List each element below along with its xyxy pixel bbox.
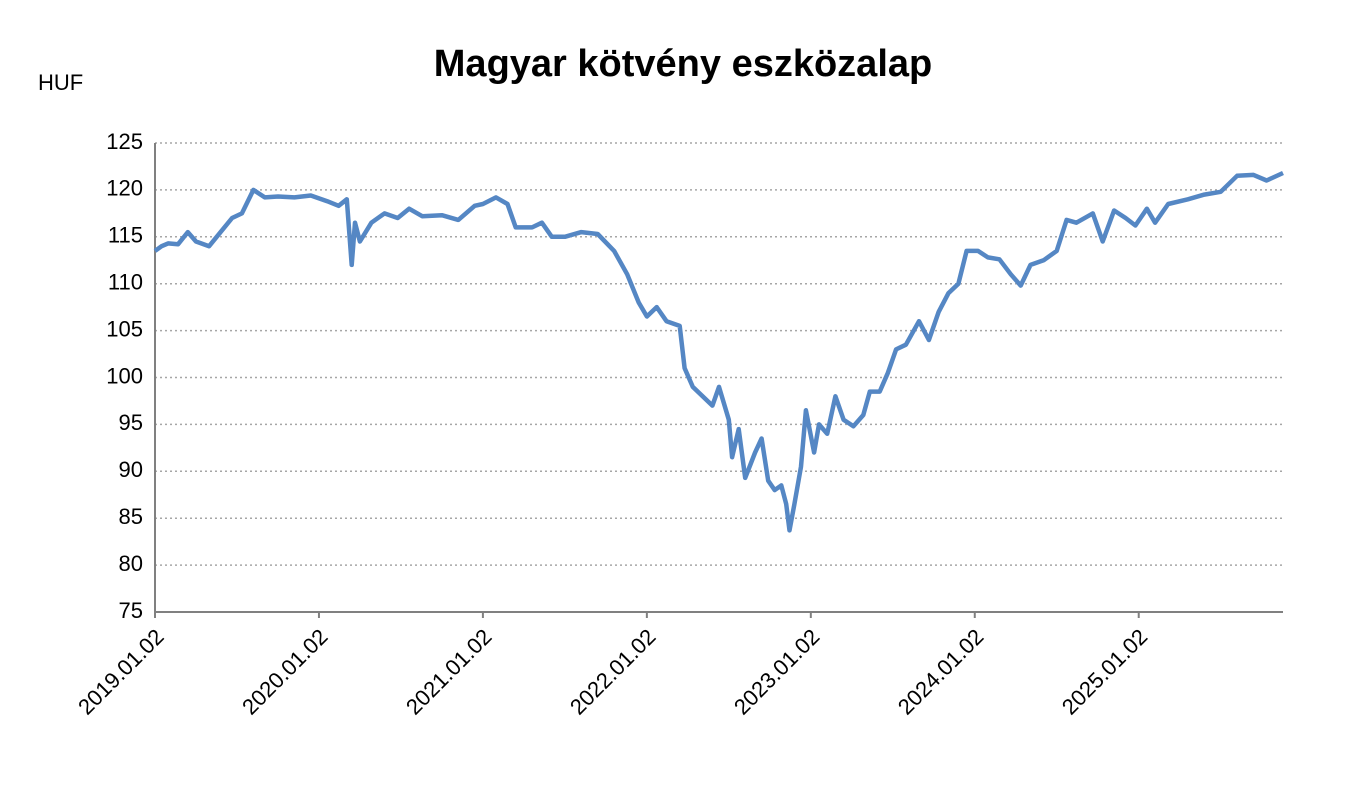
y-tick-label: 100 xyxy=(106,363,143,388)
y-axis-label: HUF xyxy=(38,70,83,95)
y-tick-label: 120 xyxy=(106,176,143,201)
x-tick-label: 2022.01.02 xyxy=(565,624,661,720)
x-tick-label: 2021.01.02 xyxy=(401,624,497,720)
y-tick-label: 125 xyxy=(106,129,143,154)
x-tick-label: 2020.01.02 xyxy=(237,624,333,720)
y-tick-label: 80 xyxy=(119,551,143,576)
x-tick-label: 2025.01.02 xyxy=(1057,624,1153,720)
y-tick-label: 95 xyxy=(119,410,143,435)
y-tick-label: 105 xyxy=(106,316,143,341)
y-tick-label: 85 xyxy=(119,504,143,529)
y-tick-label: 110 xyxy=(108,270,143,295)
y-tick-label: 75 xyxy=(119,598,143,623)
chart-title: Magyar kötvény eszközalap xyxy=(434,43,932,85)
y-tick-label: 90 xyxy=(119,457,143,482)
x-tick-label: 2024.01.02 xyxy=(893,624,989,720)
line-series xyxy=(153,170,1284,533)
x-tick-label: 2023.01.02 xyxy=(729,624,825,720)
y-tick-label: 115 xyxy=(108,223,143,248)
x-tick-label: 2019.01.02 xyxy=(73,624,169,720)
